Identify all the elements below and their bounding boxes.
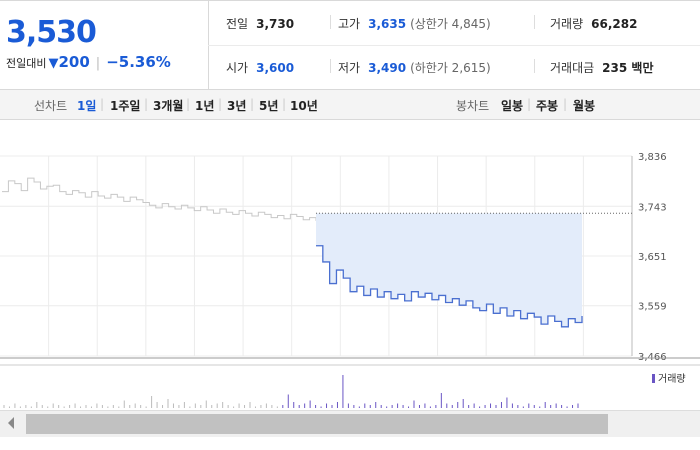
volume-legend-label: 거래량: [658, 373, 686, 385]
quote-row-2: 시가 3,600 저가 3,490 (하한가 2,615) 거래대금 235 백만: [208, 45, 700, 89]
prev-close: 전일 3,730: [226, 17, 295, 31]
change-area: [316, 213, 582, 327]
tab-daily-candle[interactable]: 일봉: [501, 99, 524, 113]
y-tick-label: 3,651: [638, 252, 667, 263]
y-tick-label: 3,743: [638, 202, 667, 213]
tab-monthly-candle[interactable]: 월봉: [573, 99, 596, 113]
chart-tabs: 선차트 1일 | 1주일 | 3개월 | 1년 | 3년 | 5년 | 10년 …: [0, 90, 700, 120]
low-price: 저가 3,490 (하한가 2,615): [338, 61, 491, 75]
price-change: 전일대비 ▼200 | −5.36%: [6, 53, 171, 71]
high-price: 고가 3,635 (상한가 4,845): [338, 17, 491, 31]
y-tick-label: 3,559: [638, 302, 667, 313]
scroll-left-icon[interactable]: [8, 417, 14, 429]
change-percent: −5.36%: [106, 53, 171, 71]
tab-weekly-candle[interactable]: 주봉: [536, 99, 559, 113]
tab-1year[interactable]: 1년: [195, 99, 215, 113]
change-label: 전일대비: [6, 57, 47, 70]
price-chart: 3,836 3,743 3,651 3,559 3,466 거래량: [0, 120, 700, 410]
quote-panel: 3,530 전일대비 ▼200 | −5.36% 전일 3,730 고가 3,635 (상한…: [0, 0, 700, 90]
tab-1week[interactable]: 1주일: [110, 99, 141, 113]
divider: [330, 59, 331, 73]
price-box: 3,530 전일대비 ▼200 | −5.36%: [0, 1, 209, 89]
open-price: 시가 3,600: [226, 61, 295, 75]
divider: |: [95, 56, 101, 71]
tab-10year[interactable]: 10년: [290, 99, 318, 113]
change-amount: 200: [58, 53, 90, 71]
divider: [534, 15, 535, 29]
y-tick-label: 3,836: [638, 152, 667, 163]
scrollbar-thumb[interactable]: [26, 414, 608, 434]
current-price: 3,530: [6, 15, 97, 50]
trade-value: 거래대금 235 백만: [550, 61, 654, 75]
tab-3month[interactable]: 3개월: [153, 99, 184, 113]
series-line: [2, 177, 317, 221]
tab-3year[interactable]: 3년: [227, 99, 247, 113]
tab-5year[interactable]: 5년: [259, 99, 279, 113]
down-arrow-icon: ▼: [48, 56, 59, 71]
tab-1day[interactable]: 1일: [77, 99, 97, 113]
candle-chart-heading: 봉차트: [456, 99, 490, 113]
divider: [534, 59, 535, 73]
chart-scrollbar[interactable]: [0, 410, 700, 437]
series-line: [316, 245, 583, 328]
line-chart-heading: 선차트: [34, 99, 68, 113]
volume: 거래량 66,282: [550, 17, 638, 31]
divider: [330, 15, 331, 29]
volume-legend-swatch: [652, 374, 655, 383]
quote-row-1: 전일 3,730 고가 3,635 (상한가 4,845) 거래량 66,282: [208, 1, 700, 46]
